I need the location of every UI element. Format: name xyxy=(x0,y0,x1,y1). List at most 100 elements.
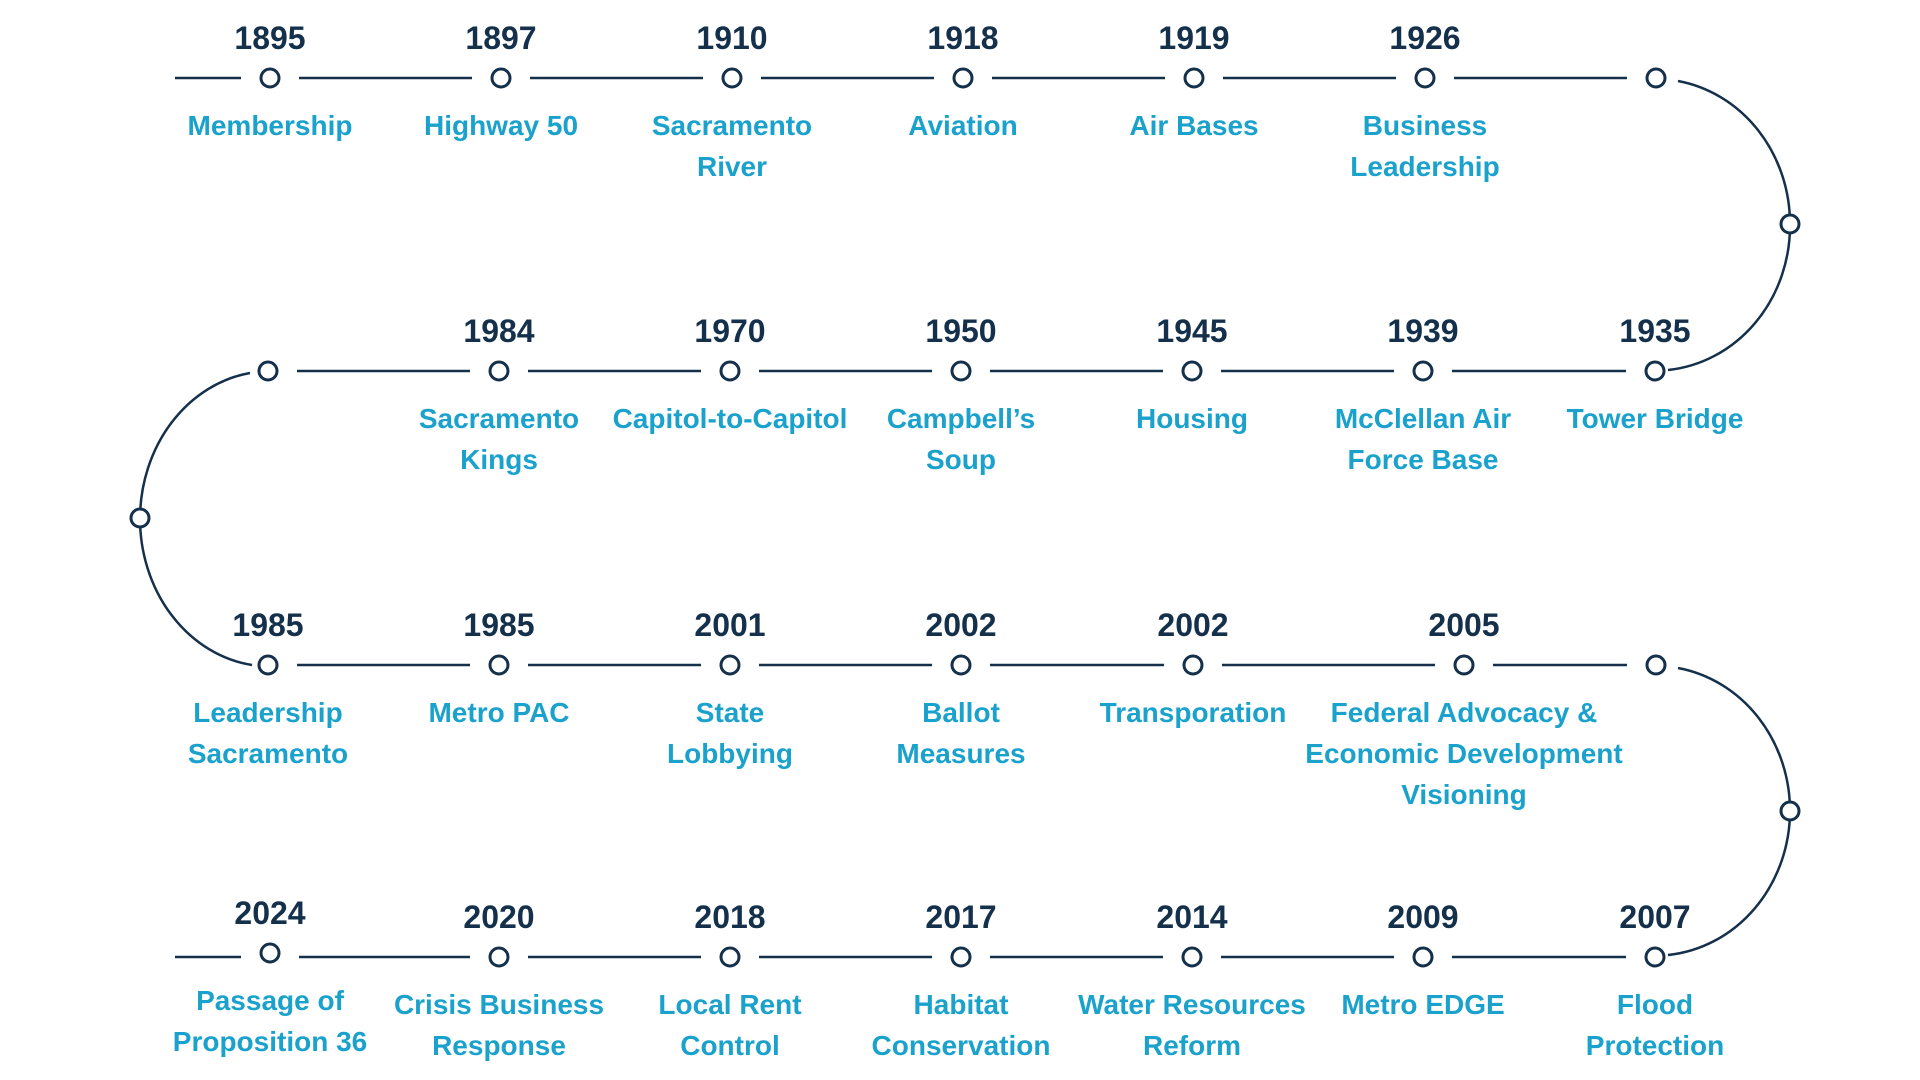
event-label-line: Kings xyxy=(460,444,538,475)
event-year: 1985 xyxy=(232,607,303,643)
event-label-line: Metro PAC xyxy=(428,697,569,728)
event-label-line: Lobbying xyxy=(667,738,793,769)
event-label-line: Air Bases xyxy=(1129,110,1258,141)
event-label: Water Resources Reform xyxy=(1078,989,1306,1061)
event-label: Sacramento Kings xyxy=(419,403,579,475)
event-label: Campbell’s Soup xyxy=(887,403,1035,475)
timeline-labels: 1895 Membership 1897 Highway 50 1910 Sacramen… xyxy=(173,20,1744,1061)
event-year: 2005 xyxy=(1428,607,1499,643)
timeline-turn-node xyxy=(257,360,279,382)
event-label-line: Habitat xyxy=(914,989,1009,1020)
timeline-node xyxy=(719,946,741,968)
event-label-line: Sacramento xyxy=(652,110,812,141)
timeline-node xyxy=(1644,946,1666,968)
timeline-nodes xyxy=(129,67,1801,968)
event-label: Sacramento River xyxy=(652,110,812,182)
event-label-line: Federal Advocacy & xyxy=(1331,697,1598,728)
event-label-line: Water Resources xyxy=(1078,989,1306,1020)
event-label: Air Bases xyxy=(1129,110,1258,141)
event-year: 2014 xyxy=(1156,899,1227,935)
event-label: Highway 50 xyxy=(424,110,578,141)
event-label-line: Economic Development xyxy=(1305,738,1622,769)
event-label-line: Membership xyxy=(188,110,353,141)
timeline-node xyxy=(488,360,510,382)
timeline-node xyxy=(952,67,974,89)
event-label-line: Transporation xyxy=(1100,697,1287,728)
timeline-node xyxy=(1644,360,1666,382)
event-year: 1910 xyxy=(696,20,767,56)
timeline-track xyxy=(138,76,1792,959)
event-year: 2001 xyxy=(694,607,765,643)
event-label: Leadership Sacramento xyxy=(188,697,348,769)
event-label: Federal Advocacy & Economic Development Vi… xyxy=(1305,697,1622,810)
event-label-line: Flood xyxy=(1617,989,1693,1020)
timeline-node xyxy=(257,654,279,676)
timeline-node xyxy=(1183,67,1205,89)
timeline-node xyxy=(1181,946,1203,968)
event-label-line: Soup xyxy=(926,444,996,475)
event-label-line: Measures xyxy=(896,738,1025,769)
event-label-line: Sacramento xyxy=(419,403,579,434)
event-label: Ballot Measures xyxy=(896,697,1025,769)
event-label-line: Visioning xyxy=(1401,779,1527,810)
event-year: 1985 xyxy=(463,607,534,643)
event-label-line: Ballot xyxy=(922,697,1000,728)
timeline-node xyxy=(950,946,972,968)
event-label-line: McClellan Air xyxy=(1335,403,1511,434)
event-year: 2007 xyxy=(1619,899,1690,935)
event-label: Local Rent Control xyxy=(658,989,801,1061)
event-label-line: Response xyxy=(432,1030,566,1061)
event-label-line: Local Rent xyxy=(658,989,801,1020)
timeline-node xyxy=(1453,654,1475,676)
timeline-node xyxy=(490,67,512,89)
event-year: 2020 xyxy=(463,899,534,935)
event-year: 2018 xyxy=(694,899,765,935)
event-label-line: Force Base xyxy=(1348,444,1499,475)
event-label-line: Capitol-to-Capitol xyxy=(613,403,848,434)
timeline-turn-node xyxy=(1779,800,1801,822)
event-label-line: Sacramento xyxy=(188,738,348,769)
event-label-line: Leadership xyxy=(193,697,342,728)
timeline-turn-node xyxy=(1645,654,1667,676)
event-year: 1935 xyxy=(1619,313,1690,349)
event-label: Business Leadership xyxy=(1350,110,1499,182)
event-label: State Lobbying xyxy=(667,697,793,769)
event-label-line: Campbell’s xyxy=(887,403,1035,434)
event-year: 1970 xyxy=(694,313,765,349)
event-year: 1984 xyxy=(463,313,534,349)
event-label: Flood Protection xyxy=(1586,989,1724,1061)
event-label: Aviation xyxy=(908,110,1017,141)
timeline-node xyxy=(259,942,281,964)
event-year: 1895 xyxy=(234,20,305,56)
event-year: 1945 xyxy=(1156,313,1227,349)
event-year: 1919 xyxy=(1158,20,1229,56)
event-label-line: River xyxy=(697,151,767,182)
event-label: Tower Bridge xyxy=(1567,403,1744,434)
event-label: Crisis Business Response xyxy=(394,989,604,1061)
event-label-line: Protection xyxy=(1586,1030,1724,1061)
event-year: 1950 xyxy=(925,313,996,349)
event-year: 1926 xyxy=(1389,20,1460,56)
event-label-line: Tower Bridge xyxy=(1567,403,1744,434)
event-label-line: Leadership xyxy=(1350,151,1499,182)
timeline-node xyxy=(1412,360,1434,382)
event-year: 2017 xyxy=(925,899,996,935)
event-label-line: Housing xyxy=(1136,403,1248,434)
event-label-line: Metro EDGE xyxy=(1341,989,1504,1020)
timeline-node xyxy=(719,654,741,676)
timeline-node xyxy=(719,360,741,382)
event-label: McClellan Air Force Base xyxy=(1335,403,1511,475)
event-label: Metro PAC xyxy=(428,697,569,728)
timeline-node xyxy=(721,67,743,89)
timeline-node xyxy=(1182,654,1204,676)
timeline-node xyxy=(259,67,281,89)
timeline-node xyxy=(1414,67,1436,89)
event-label: Passage of Proposition 36 xyxy=(173,985,367,1057)
event-year: 1897 xyxy=(465,20,536,56)
timeline-node xyxy=(950,360,972,382)
event-year: 1918 xyxy=(927,20,998,56)
event-label-line: Business xyxy=(1363,110,1488,141)
event-label-line: Control xyxy=(680,1030,780,1061)
event-label-line: State xyxy=(696,697,764,728)
